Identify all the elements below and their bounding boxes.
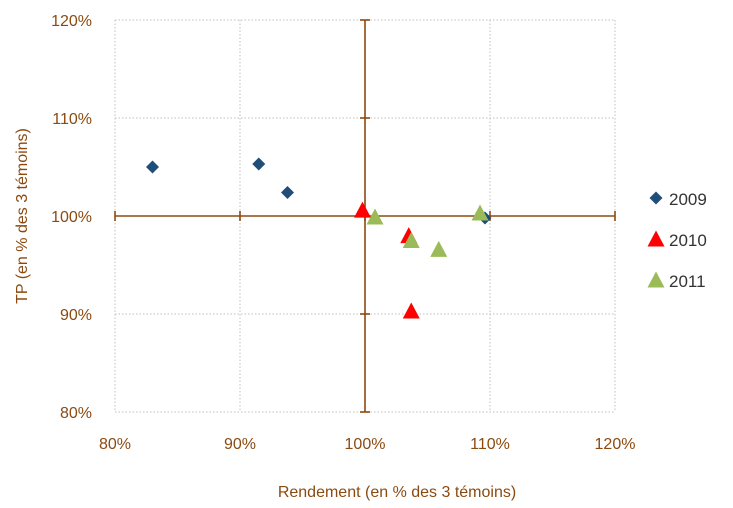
x-tick-label-2: 100%: [345, 436, 386, 453]
point-2011-3: [471, 204, 489, 221]
legend-item-2010: 2010: [647, 230, 707, 250]
legend-label-2010: 2010: [669, 231, 707, 250]
y-axis-title: TP (en % des 3 témoins): [14, 128, 31, 304]
point-2009-0: [146, 160, 159, 174]
legend: 2009 2010 2011: [647, 190, 707, 291]
legend-item-2011: 2011: [647, 271, 706, 291]
legend-marker-2010: [647, 230, 665, 247]
point-2010-2: [402, 302, 420, 319]
x-axis-title: Rendement (en % des 3 témoins): [278, 484, 516, 501]
data-points: [146, 157, 492, 319]
point-2010-0: [354, 201, 371, 218]
x-tick-label-0: 80%: [99, 436, 131, 453]
legend-marker-2009: [649, 191, 663, 205]
legend-marker-2011: [647, 271, 665, 288]
point-2009-2: [281, 185, 294, 199]
legend-label-2009: 2009: [669, 190, 707, 209]
x-tick-label-3: 110%: [470, 436, 510, 453]
legend-item-2009: 2009: [649, 190, 707, 209]
x-tick-label-4: 120%: [595, 436, 636, 453]
point-2011-2: [430, 240, 448, 257]
y-tick-label-1: 90%: [60, 307, 92, 324]
point-2009-1: [252, 157, 266, 171]
series-2009: [146, 157, 492, 225]
y-tick-label-0: 80%: [60, 405, 92, 422]
legend-label-2011: 2011: [669, 272, 706, 291]
axis-ticks: 80% 90% 100% 110% 120% 80% 90% 100% 110% 120%: [51, 13, 635, 453]
series-2011: [366, 204, 489, 257]
series-2010: [354, 201, 420, 319]
y-tick-label-4: 120%: [51, 13, 92, 30]
y-tick-label-2: 100%: [51, 209, 92, 226]
y-tick-label-3: 110%: [52, 111, 92, 128]
point-2011-0: [366, 208, 384, 225]
x-tick-label-1: 90%: [224, 436, 256, 453]
point-2011-1: [402, 232, 420, 248]
